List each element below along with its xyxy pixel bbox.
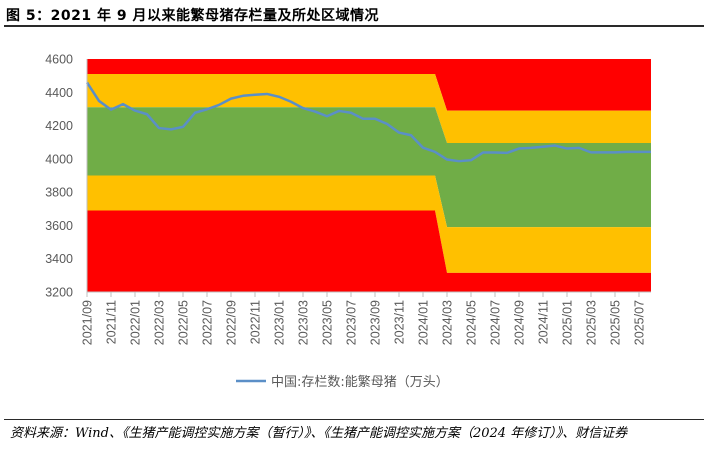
x-tick-label: 2025/05 bbox=[609, 300, 623, 345]
x-tick-label: 2023/07 bbox=[345, 300, 359, 345]
y-tick-label: 3400 bbox=[45, 252, 73, 266]
y-tick-label: 4400 bbox=[45, 86, 73, 100]
y-tick-label: 3800 bbox=[45, 186, 73, 200]
x-tick-label: 2025/03 bbox=[585, 300, 599, 345]
legend-label: 中国:存栏数:能繁母猪（万头） bbox=[271, 374, 449, 390]
x-tick-label: 2023/01 bbox=[273, 300, 287, 345]
title-rule bbox=[4, 25, 704, 27]
x-tick-label: 2024/05 bbox=[465, 300, 479, 345]
line-chart: 3200 3400 3600 3800 4000 4200 4400 4600 2021/09 2… bbox=[45, 53, 651, 390]
x-tick-label: 2024/01 bbox=[417, 300, 431, 345]
source-note: 资料来源：Wind、《生猪产能调控实施方案（暂行）》、《生猪产能调控实施方案（2… bbox=[10, 426, 628, 441]
zone-band-green-2 bbox=[87, 107, 651, 228]
x-tick-label: 2023/11 bbox=[393, 300, 407, 344]
zone-band-red-0 bbox=[87, 59, 651, 111]
x-tick-label: 2024/03 bbox=[441, 300, 455, 345]
legend: 中国:存栏数:能繁母猪（万头） bbox=[236, 374, 449, 390]
x-tick-label: 2022/03 bbox=[153, 300, 167, 345]
x-tick-label: 2024/07 bbox=[489, 300, 503, 345]
x-tick-label: 2023/09 bbox=[369, 300, 383, 345]
x-tick-label: 2021/11 bbox=[105, 300, 119, 344]
zone-bands bbox=[87, 59, 651, 292]
x-tick-label: 2025/01 bbox=[561, 300, 575, 345]
x-tick-label: 2023/05 bbox=[321, 300, 335, 345]
series-line bbox=[85, 81, 651, 163]
y-tick-label: 4600 bbox=[45, 53, 73, 67]
figure-title: 图 5：2021 年 9 月以来能繁母猪存栏量及所处区域情况 bbox=[6, 8, 379, 24]
source-rule bbox=[4, 419, 704, 420]
zone-band-yellow-3 bbox=[87, 175, 651, 273]
x-tick-label: 2022/01 bbox=[129, 300, 143, 345]
zone-band-yellow-1 bbox=[87, 73, 651, 144]
x-tick-label: 2025/07 bbox=[633, 300, 647, 345]
x-tick-label: 2022/05 bbox=[177, 300, 191, 345]
axes: 3200 3400 3600 3800 4000 4200 4400 4600 2021/09 2… bbox=[45, 53, 651, 345]
x-tick-label: 2023/03 bbox=[297, 300, 311, 345]
y-tick-label: 3600 bbox=[45, 219, 73, 233]
y-tick-label: 3200 bbox=[45, 286, 73, 300]
zone-band-red-4 bbox=[87, 210, 651, 292]
y-tick-label: 4000 bbox=[45, 152, 73, 166]
x-tick-label: 2024/11 bbox=[537, 300, 551, 344]
x-tick-label: 2021/09 bbox=[81, 300, 95, 345]
x-tick-label: 2022/07 bbox=[201, 300, 215, 345]
series-line-0 bbox=[85, 81, 651, 163]
y-tick-label: 4200 bbox=[45, 119, 73, 133]
x-tick-label: 2024/09 bbox=[513, 300, 527, 345]
x-tick-label: 2022/11 bbox=[249, 300, 263, 344]
x-tick-label: 2022/09 bbox=[225, 300, 239, 345]
